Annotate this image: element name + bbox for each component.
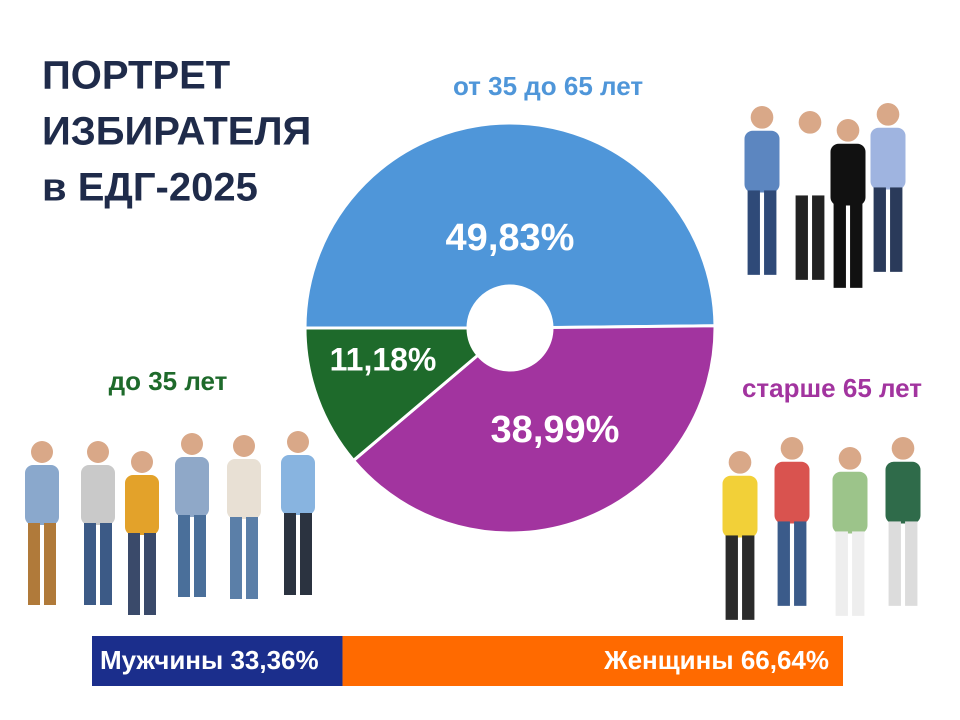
slice-value-label: 11,18%	[330, 341, 437, 377]
person-leg	[194, 515, 206, 597]
person-leg	[128, 533, 140, 615]
person-torso	[774, 461, 810, 524]
person-torso	[25, 465, 59, 525]
person-leg	[742, 535, 755, 620]
person-torso	[744, 130, 780, 193]
person-leg	[747, 190, 760, 275]
person-torso	[722, 475, 758, 538]
bar-label: Женщины 66,64%	[603, 645, 829, 675]
donut-slice	[351, 324, 717, 535]
person-leg	[300, 513, 312, 595]
bar-series-name: Женщины	[603, 645, 734, 675]
chart-title: ПОРТРЕТ	[42, 54, 230, 98]
person-torso	[792, 135, 828, 198]
person-leg	[725, 535, 738, 620]
person-leg	[100, 523, 112, 605]
person-torso	[830, 143, 866, 206]
person-leg	[84, 523, 96, 605]
person-torso	[832, 471, 868, 534]
person-leg	[794, 521, 807, 606]
person-head	[87, 441, 109, 463]
person-leg	[890, 187, 903, 272]
person-leg	[873, 187, 886, 272]
donut-slice	[303, 121, 717, 330]
slice-category-label: старше 65 лет	[742, 373, 922, 403]
person-leg	[905, 521, 918, 606]
bar-label: Мужчины 33,36%	[100, 645, 319, 675]
person-leg	[795, 195, 808, 280]
person-torso	[81, 465, 115, 525]
bar-segment	[342, 636, 843, 686]
bar-series-name: Мужчины	[100, 645, 223, 675]
person-head	[876, 103, 900, 126]
person-torso	[125, 475, 159, 535]
slice-value-label: 49,83%	[446, 217, 575, 259]
bar-segment	[92, 636, 343, 686]
person-leg	[284, 513, 296, 595]
person-leg	[833, 203, 846, 288]
person-leg	[246, 517, 258, 599]
person-leg	[852, 531, 865, 616]
person-leg	[812, 195, 825, 280]
person-head	[233, 435, 255, 457]
person-torso	[175, 457, 209, 517]
people-photos	[25, 103, 921, 620]
person-leg	[888, 521, 901, 606]
person-leg	[777, 521, 790, 606]
person-torso	[870, 127, 906, 190]
person-head	[31, 441, 53, 463]
person-torso	[885, 461, 921, 524]
person-head	[750, 106, 774, 129]
bar-value-label: 66,64%	[741, 645, 829, 675]
person-leg	[850, 203, 863, 288]
person-head	[131, 451, 153, 473]
chart-title: ИЗБИРАТЕЛЯ	[42, 110, 311, 154]
person-head	[181, 433, 203, 455]
person-head	[838, 447, 862, 470]
person-leg	[28, 523, 40, 605]
person-leg	[230, 517, 242, 599]
person-head	[728, 451, 752, 474]
slice-value-label: 38,99%	[491, 409, 620, 451]
chart-title: в ЕДГ-2025	[42, 166, 258, 210]
person-torso	[227, 459, 261, 519]
person-head	[287, 431, 309, 453]
person-leg	[44, 523, 56, 605]
person-head	[798, 111, 822, 134]
person-leg	[144, 533, 156, 615]
person-head	[836, 119, 860, 142]
person-head	[891, 437, 915, 460]
person-head	[780, 437, 804, 460]
person-torso	[281, 455, 315, 515]
slice-category-label: до 35 лет	[109, 366, 228, 396]
donut-slice	[303, 326, 481, 463]
bar-value-label: 33,36%	[230, 645, 318, 675]
person-leg	[178, 515, 190, 597]
person-leg	[764, 190, 777, 275]
person-leg	[835, 531, 848, 616]
slice-category-label: от 35 до 65 лет	[453, 71, 643, 101]
